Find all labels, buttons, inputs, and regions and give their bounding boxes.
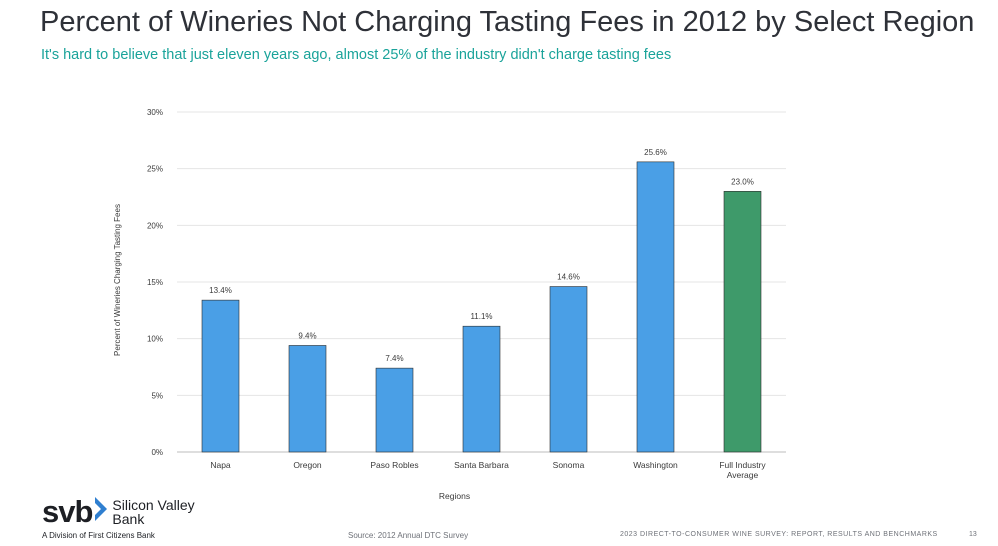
logo-mark: svb Silicon Valley Bank: [42, 496, 212, 527]
footer-text: 2023 DIRECT-TO-CONSUMER WINE SURVEY: REP…: [620, 531, 938, 538]
bar: [462, 325, 501, 453]
bar-value-label: 7.4%: [385, 354, 403, 363]
bar: [201, 299, 240, 453]
logo-division: A Division of First Citizens Bank: [42, 531, 155, 540]
x-tick-label: Paso Robles: [370, 460, 418, 470]
y-tick-label: 10%: [147, 335, 163, 344]
bar-value-label: 14.6%: [557, 273, 580, 282]
x-tick-label: Oregon: [293, 460, 322, 470]
logo-brand: Silicon Valley Bank: [112, 498, 212, 526]
bar: [288, 345, 327, 453]
y-tick-label: 15%: [147, 278, 163, 287]
x-tick-label: Santa Barbara: [454, 460, 509, 470]
x-tick-label-line: Average: [727, 470, 759, 480]
x-tick-label-line: Oregon: [293, 460, 322, 470]
x-tick-label-line: Full Industry: [719, 460, 766, 470]
bar-value-label: 9.4%: [298, 331, 316, 340]
y-tick-label: 30%: [147, 108, 163, 117]
bar-value-label: 23.0%: [731, 177, 754, 186]
x-tick-label: Sonoma: [553, 460, 585, 470]
logo-wordmark: svb: [42, 493, 93, 529]
x-axis-title: Regions: [439, 491, 470, 501]
bar: [723, 191, 762, 453]
source-note: Source: 2012 Annual DTC Survey: [348, 531, 469, 540]
y-tick-label: 0%: [151, 448, 163, 457]
bar-value-label: 25.6%: [644, 148, 667, 157]
x-tick-label-line: Sonoma: [553, 460, 585, 470]
page-number: 13: [969, 531, 977, 538]
x-tick-label-line: Napa: [210, 460, 231, 470]
x-tick-label-line: Paso Robles: [370, 460, 418, 470]
x-tick-label: Napa: [210, 460, 231, 470]
x-tick-label: Washington: [633, 460, 678, 470]
x-tick-label: Full Industry Average: [719, 460, 766, 480]
bar: [549, 286, 588, 453]
y-tick-label: 5%: [151, 391, 163, 400]
y-axis-title: Percent of Wineries Charging Tasting Fee…: [113, 204, 122, 356]
bar: [636, 161, 675, 453]
page-title: Percent of Wineries Not Charging Tasting…: [40, 6, 975, 38]
y-tick-label: 25%: [147, 165, 163, 174]
bar-value-label: 11.1%: [470, 312, 492, 321]
svb-logo: svb Silicon Valley Bank A Division of Fi…: [42, 496, 212, 541]
logo-brand-line2: Bank: [112, 510, 145, 527]
page-subtitle: It's hard to believe that just eleven ye…: [41, 47, 672, 63]
x-tick-label-line: Santa Barbara: [454, 460, 509, 470]
logo-brand-line1: Silicon Valley: [112, 496, 195, 513]
x-tick-label-line: Washington: [633, 460, 678, 470]
svb-chevron-icon: [94, 496, 108, 527]
y-tick-label: 20%: [147, 221, 163, 230]
bar: [375, 367, 414, 453]
bar-value-label: 13.4%: [209, 286, 232, 295]
